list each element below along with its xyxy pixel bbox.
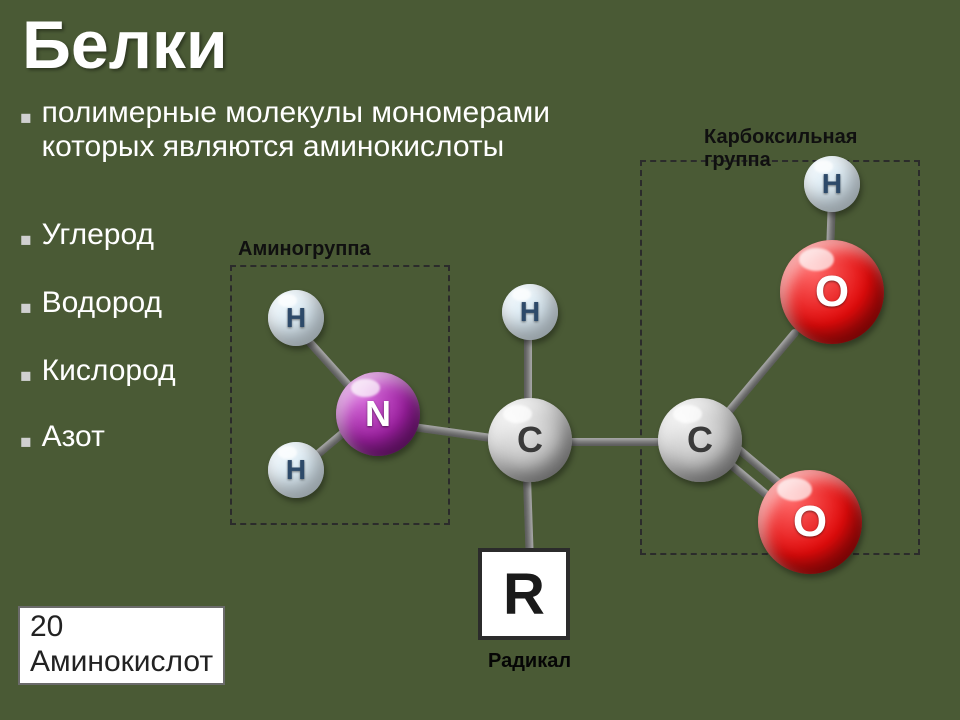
bullet-text: Углерод <box>42 218 154 252</box>
atom-hydrogen: H <box>268 442 324 498</box>
page-title: Белки <box>22 6 228 84</box>
amino-acid-count-box: 20 Аминокислот <box>18 606 225 685</box>
bullet-oxygen: ◼ Кислород <box>20 354 176 390</box>
atom-oxygen: O <box>780 240 884 344</box>
bullet-text: Кислород <box>42 354 176 388</box>
bullet-text: Азот <box>42 420 105 454</box>
amino-acid-diagram: Аминогруппа Карбоксильная группа H H N C… <box>220 160 960 720</box>
count-label: Аминокислот <box>30 645 213 680</box>
atom-carbon: C <box>658 398 742 482</box>
bullet-text: полимерные молекулы мономерами которых я… <box>42 96 620 164</box>
radical-label: Радикал <box>488 650 571 673</box>
atom-hydrogen: H <box>268 290 324 346</box>
bullet-mark: ◼ <box>20 102 32 132</box>
amino-group-label: Аминогруппа <box>238 238 371 261</box>
bullet-mark: ◼ <box>20 360 32 390</box>
atom-hydrogen: H <box>804 156 860 212</box>
radical-r-box: R <box>478 548 570 640</box>
count-number: 20 <box>30 610 213 645</box>
bullet-mark: ◼ <box>20 292 32 322</box>
bond <box>562 438 672 446</box>
bullet-mark: ◼ <box>20 426 32 456</box>
bullet-hydrogen: ◼ Водород <box>20 286 162 322</box>
bullet-definition: ◼ полимерные молекулы мономерами которых… <box>20 96 620 164</box>
atom-nitrogen: N <box>336 372 420 456</box>
bullet-mark: ◼ <box>20 224 32 254</box>
bullet-nitrogen: ◼ Азот <box>20 420 105 456</box>
atom-hydrogen: H <box>502 284 558 340</box>
bullet-carbon: ◼ Углерод <box>20 218 154 254</box>
atom-carbon: C <box>488 398 572 482</box>
bullet-text: Водород <box>42 286 162 320</box>
atom-oxygen: O <box>758 470 862 574</box>
